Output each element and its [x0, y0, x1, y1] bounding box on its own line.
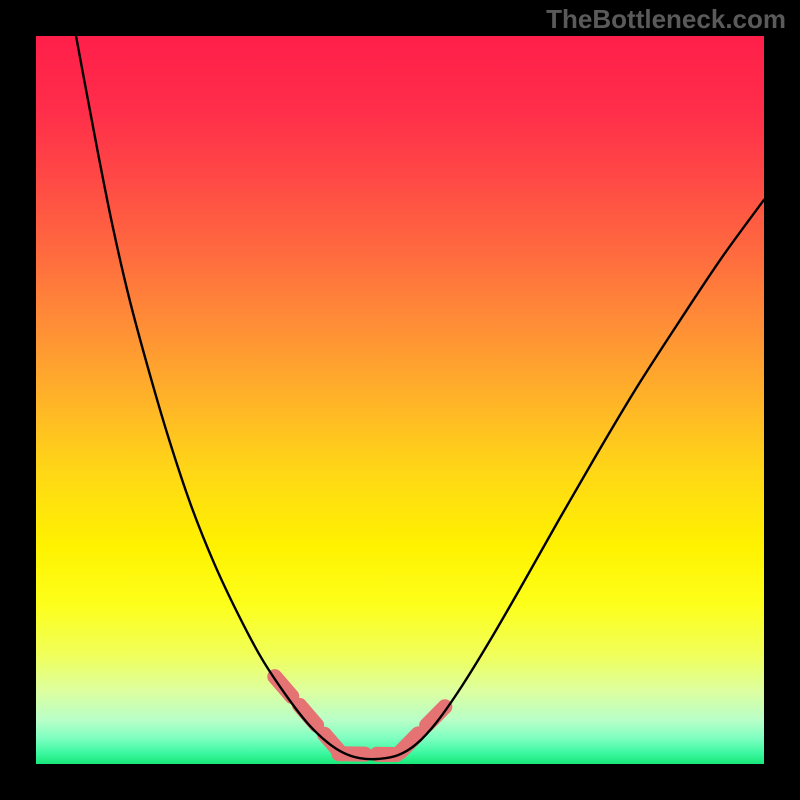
- plot-area: [36, 36, 764, 764]
- chart-frame: TheBottleneck.com: [0, 0, 800, 800]
- watermark-text: TheBottleneck.com: [546, 4, 786, 35]
- dash-segment: [275, 677, 339, 751]
- bottleneck-curve: [76, 36, 764, 759]
- dash-segment: [400, 706, 446, 753]
- curve-layer: [36, 36, 764, 764]
